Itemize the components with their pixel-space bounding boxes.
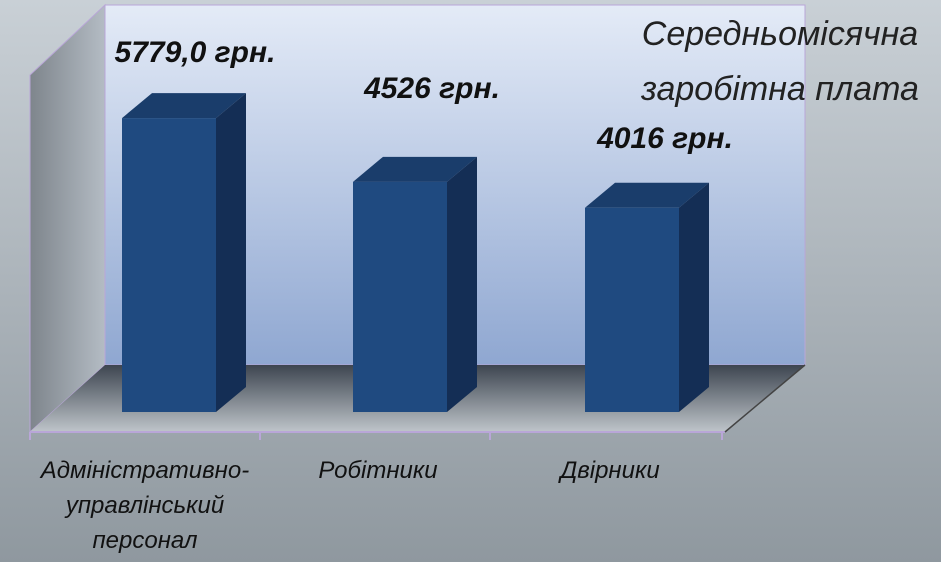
value-label: 4526 грн.: [363, 72, 500, 105]
bar-top: [122, 93, 246, 119]
bar: [585, 207, 679, 412]
value-label: 4016 грн.: [596, 122, 733, 155]
x-tick-label: Адміністративно-управлінський персонал: [39, 457, 249, 554]
x-tick-label: Двірники: [557, 457, 659, 484]
left-wall: [29, 3, 106, 434]
axis-ticks: [29, 432, 723, 440]
bar: [122, 118, 216, 413]
bar-top: [353, 156, 477, 182]
bar-top: [585, 182, 709, 208]
chart-title: Середньомісячна заробітна плата: [640, 15, 919, 108]
value-label: 5779,0 грн.: [115, 36, 276, 69]
bar-side: [216, 93, 246, 413]
bar-side: [679, 182, 709, 412]
bar: [353, 181, 447, 412]
x-tick-label: Робітники: [318, 457, 437, 484]
bar-side: [447, 156, 477, 412]
floor-edge: [724, 364, 806, 433]
